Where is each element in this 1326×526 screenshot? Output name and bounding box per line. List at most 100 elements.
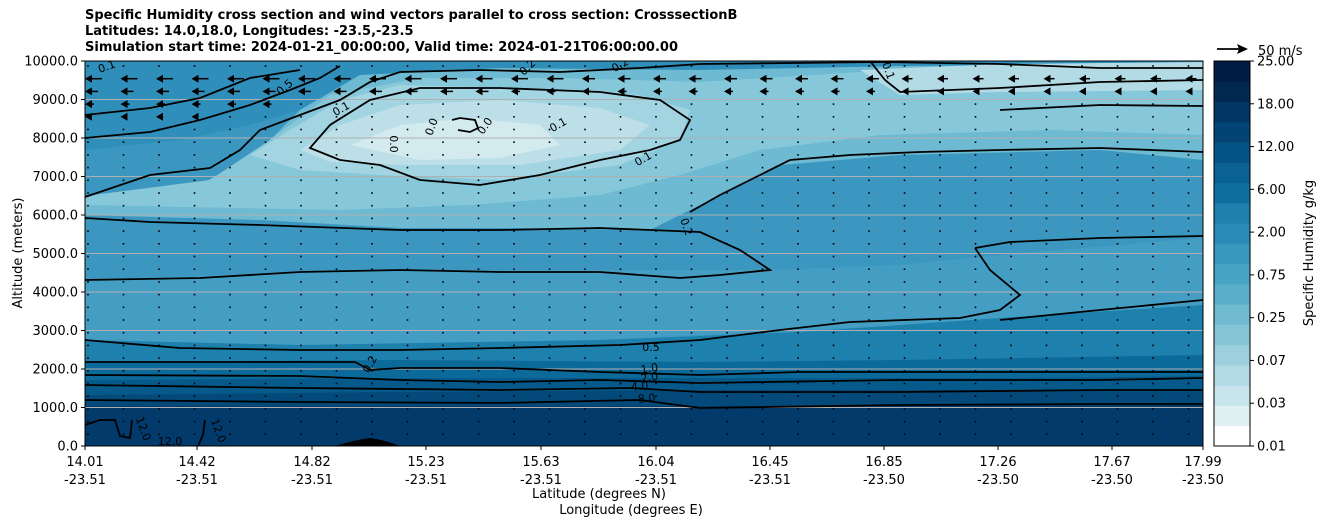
y-axis-label: Altitude (meters) [11,198,26,309]
contour-0.1-right [689,147,1203,213]
wind-vector-point [335,433,338,436]
wind-vector-point [406,166,409,169]
wind-vector-point [371,344,373,347]
wind-vector-head [191,74,199,83]
wind-vector-head [1079,74,1086,83]
wind-vector-point [584,344,586,347]
wind-vector-head [156,100,163,109]
wind-vector-point [1116,357,1119,359]
wind-vector-point [939,420,941,423]
wind-vector-point [903,319,906,321]
wind-vector-point [832,370,835,372]
wind-vector-point [832,65,835,67]
wind-vector-point [690,408,693,410]
x-tick-label-lon: -23.50 [977,473,1019,488]
wind-vector-point [406,255,409,258]
wind-vector-point [122,192,125,194]
wind-vector-point [1116,319,1119,321]
wind-vector-point [939,230,941,232]
wind-vector-head [1008,87,1015,96]
wind-vector-point [974,166,977,169]
wind-vector-point [300,116,302,118]
wind-vector-point [903,268,906,270]
wind-vector-point [300,357,302,359]
colorbar-tick-label: 0.01 [1257,440,1286,455]
wind-vector-point [655,230,657,232]
humidity-band-dry-upper-right [860,62,1203,95]
wind-vector-head [937,74,944,83]
wind-vector-point [584,217,586,220]
wind-vector-point [1010,395,1012,397]
wind-vector-point [158,255,160,258]
wind-vector-point [761,306,764,309]
wind-vector-point [619,281,622,283]
wind-vector-point [158,357,160,359]
wind-vector-point [1081,141,1083,143]
wind-vector-point [442,319,444,321]
wind-vector-point [300,344,302,347]
wind-vector-point [761,243,764,245]
wind-vector-point [690,65,693,67]
wind-vector-point [158,382,160,385]
wind-vector-head [724,74,731,83]
wind-vector-point [690,344,693,347]
y-tick-label: 6000.0 [33,209,79,224]
wind-vector-point [158,141,160,143]
wind-vector-point [903,344,906,347]
wind-vector-point [1045,331,1048,334]
wind-vector-point [158,166,160,169]
wind-vector-point [193,420,196,423]
wind-vector-point [335,319,338,321]
wind-vector-point [832,166,835,169]
wind-vector-point [974,192,977,194]
wind-vector-point [1045,179,1048,182]
wind-vector-head [546,87,554,96]
wind-vector-point [584,179,586,182]
wind-vector-point [158,154,160,156]
wind-vector-point [87,192,89,194]
wind-vector-point [1010,204,1012,207]
wind-vector-point [761,179,764,182]
wind-vector-point [193,141,196,143]
wind-vector-point [903,103,906,105]
wind-vector-point [1010,420,1012,423]
wind-vector-point [939,255,941,258]
x-tick-label-lon: -23.51 [291,473,333,488]
colorbar-swatch [1214,324,1250,346]
wind-vector-point [655,166,657,169]
wind-vector-point [832,306,835,309]
x-tick-label-lat: 17.26 [979,455,1016,470]
wind-vector-point [406,382,409,385]
wind-vector-point [477,103,480,105]
x-tick-label-lat: 17.99 [1184,455,1221,470]
wind-vector-point [584,357,586,359]
wind-vector-point [903,128,906,131]
wind-vector-point [1081,420,1083,423]
wind-vector-point [797,128,799,131]
colorbar-tick-label: 0.25 [1257,311,1286,326]
contour-8.0 [85,399,1203,409]
wind-vector-point [619,293,622,296]
wind-vector-point [655,433,657,436]
wind-vector-point [335,268,338,270]
wind-vector-point [1152,420,1154,423]
wind-vector-point [974,116,977,118]
wind-vector-point [832,154,835,156]
wind-vector-point [761,230,764,232]
wind-vector-point [1081,255,1083,258]
wind-vector-point [832,344,835,347]
wind-vector-point [1152,433,1154,436]
wind-vector-head [440,87,447,96]
wind-vector-point [690,217,693,220]
wind-vector-point [406,344,409,347]
wind-vector-point [1152,344,1154,347]
contour-2.0 [85,374,1203,384]
wind-vector-point [513,319,515,321]
title-line-1: Specific Humidity cross section and wind… [85,8,738,23]
wind-vector-point [655,268,657,270]
wind-vector-point [1010,382,1012,385]
wind-vector-point [1081,357,1083,359]
wind-vector-point [442,306,444,309]
wind-vector-point [1187,420,1190,423]
wind-vector-head [759,74,767,83]
